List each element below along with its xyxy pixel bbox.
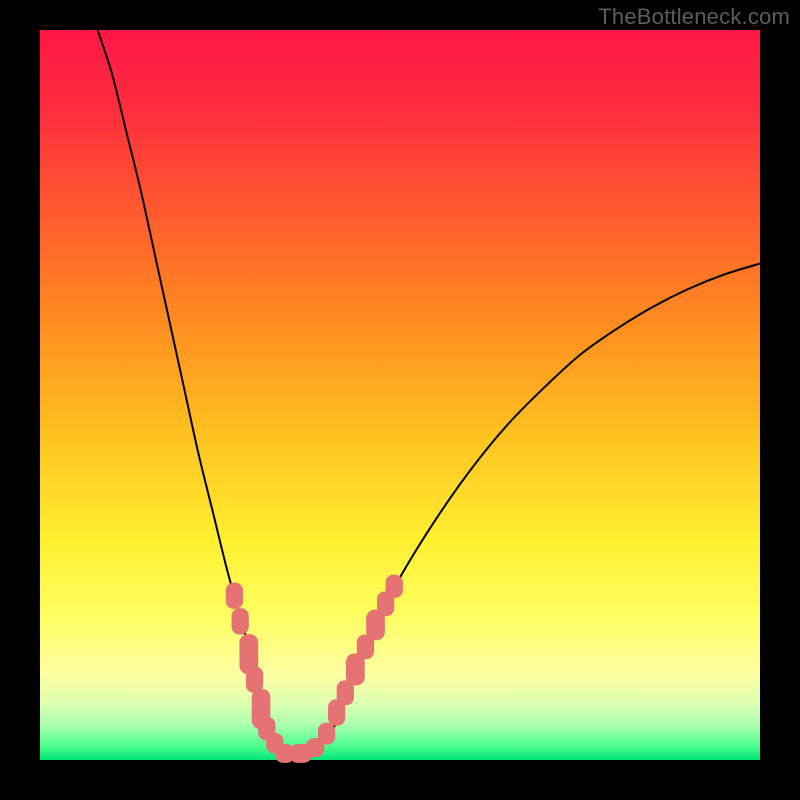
marker-point: [226, 583, 243, 609]
plot-background-gradient: [40, 30, 760, 760]
marker-point: [318, 723, 335, 745]
marker-point: [232, 608, 249, 634]
watermark-text: TheBottleneck.com: [598, 4, 790, 30]
marker-point: [386, 575, 403, 598]
chart-svg: [0, 0, 800, 800]
chart-container: TheBottleneck.com: [0, 0, 800, 800]
